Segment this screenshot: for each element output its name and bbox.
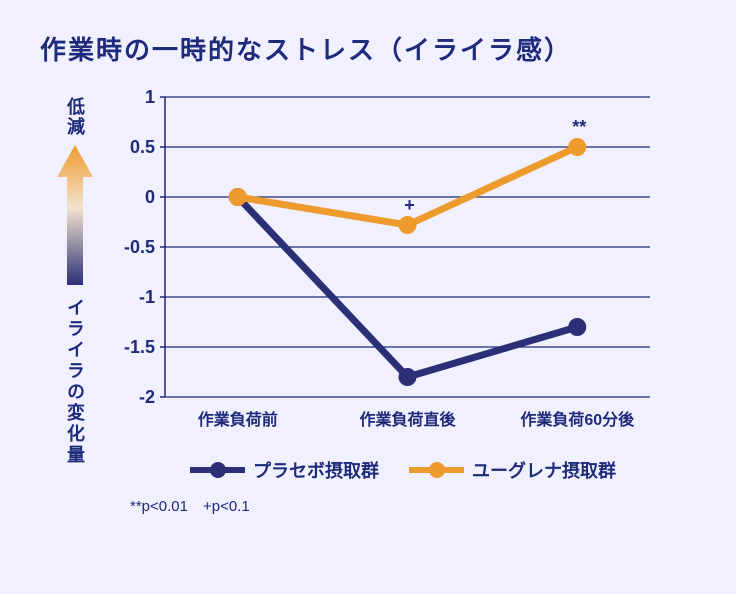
y-axis-bottom-label: イライラの変化量 <box>62 298 88 466</box>
legend-marker-euglena <box>409 462 464 478</box>
svg-text:+: + <box>404 195 415 215</box>
svg-text:-0.5: -0.5 <box>124 237 155 257</box>
svg-text:0: 0 <box>145 187 155 207</box>
y-axis-label-group: 低減 イライラの変化量 <box>40 87 110 516</box>
legend-marker-placebo <box>190 462 245 478</box>
pvalue-note: **p<0.01 +p<0.1 <box>130 495 696 516</box>
plot-wrap: 10.50-0.5-1-1.5-2作業負荷前作業負荷直後作業負荷60分後+** … <box>110 87 696 516</box>
svg-text:1: 1 <box>145 87 155 107</box>
svg-text:-1: -1 <box>139 287 155 307</box>
y-axis-top-label: 低減 <box>62 97 88 137</box>
svg-text:**: ** <box>572 117 586 137</box>
chart-area: 低減 イライラの変化量 1 0.5 0 -0.5 -1 -1.5 -2 作業負荷前 作業負荷直後… <box>40 87 696 516</box>
legend-item-euglena: ユーグレナ摂取群 <box>409 457 616 483</box>
legend-item-placebo: プラセボ摂取群 <box>190 457 379 483</box>
legend: プラセボ摂取群 ユーグレナ摂取群 <box>110 457 696 483</box>
legend-label-euglena: ユーグレナ摂取群 <box>472 457 616 483</box>
svg-text:-2: -2 <box>139 387 155 407</box>
plot-svg: 1 0.5 0 -0.5 -1 -1.5 -2 作業負荷前 作業負荷直後 作業負荷60分後 + ** <box>110 87 670 437</box>
svg-text:作業負荷直後: 作業負荷直後 <box>359 410 456 429</box>
svg-text:作業負荷前: 作業負荷前 <box>198 410 278 429</box>
legend-label-placebo: プラセボ摂取群 <box>253 457 379 483</box>
svg-text:-1.5: -1.5 <box>124 337 155 357</box>
chart-title: 作業時の一時的なストレス（イライラ感） <box>40 30 696 67</box>
chart-container: 作業時の一時的なストレス（イライラ感） 低減 イライラの変化量 <box>0 0 736 594</box>
svg-text:作業負荷60分後: 作業負荷60分後 <box>520 410 635 429</box>
svg-text:0.5: 0.5 <box>130 137 155 157</box>
arrow-icon <box>57 145 93 290</box>
